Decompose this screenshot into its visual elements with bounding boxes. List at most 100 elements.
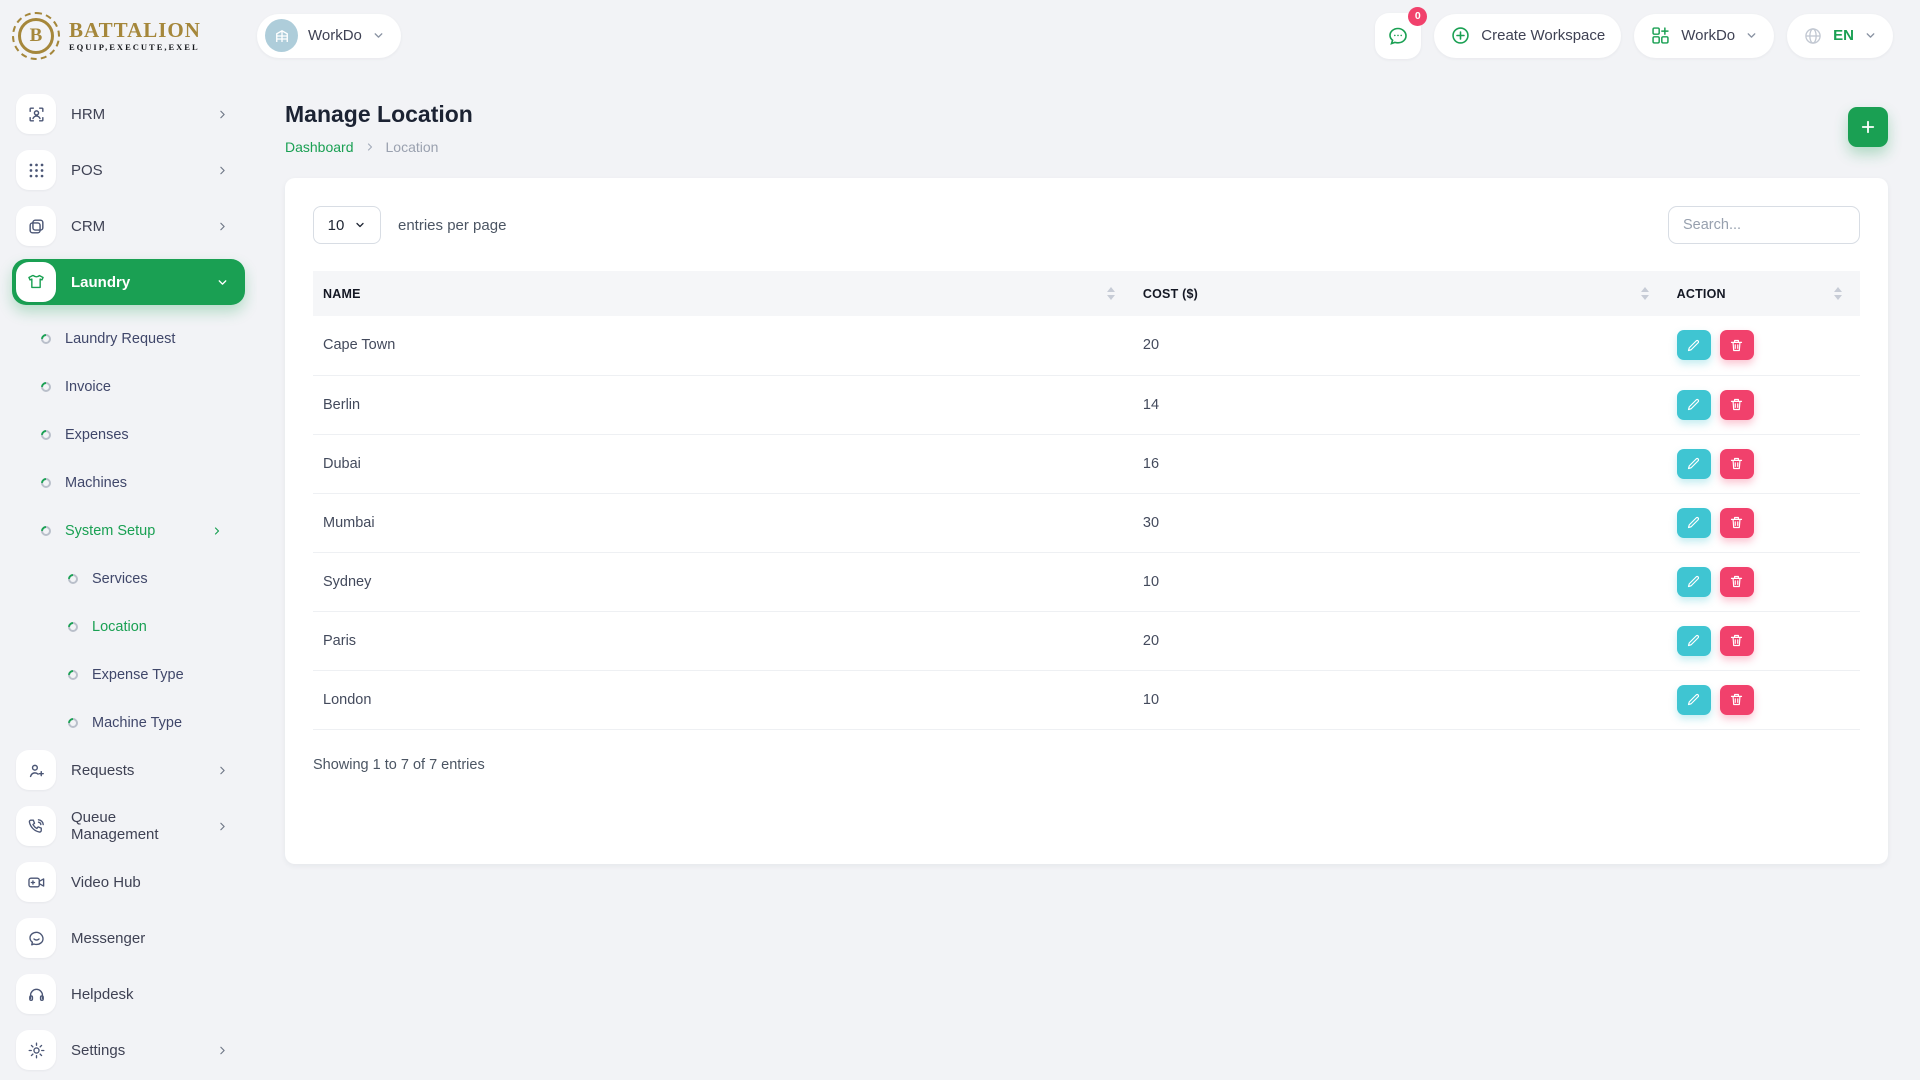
- sidebar-item-laundry-request[interactable]: Laundry Request: [12, 315, 245, 363]
- breadcrumb-dashboard-link[interactable]: Dashboard: [285, 139, 354, 155]
- laundry-shirt-icon: [16, 262, 56, 302]
- delete-button[interactable]: [1719, 507, 1754, 538]
- messages-button[interactable]: 0: [1375, 6, 1428, 59]
- crm-icon: [16, 206, 56, 246]
- table-row: Sydney 10: [313, 552, 1860, 612]
- bullet-icon: [38, 523, 54, 539]
- sidebar-item-system-setup[interactable]: System Setup: [12, 507, 245, 555]
- cell-cost: 20: [1132, 611, 1667, 671]
- edit-button[interactable]: [1676, 448, 1711, 479]
- table-row: London 10: [313, 670, 1860, 730]
- globe-icon: [1805, 27, 1821, 44]
- cell-cost: 10: [1132, 670, 1667, 730]
- cell-cost: 16: [1132, 434, 1667, 494]
- chevron-right-icon: [211, 525, 223, 537]
- delete-button[interactable]: [1719, 625, 1754, 656]
- brand-emblem-icon: B: [12, 11, 60, 60]
- cell-cost: 14: [1132, 375, 1667, 435]
- sidebar-item-expenses[interactable]: Expenses: [12, 411, 245, 459]
- plus-icon: [1861, 120, 1875, 134]
- edit-button[interactable]: [1676, 684, 1711, 715]
- apps-menu-label: WorkDo: [1681, 27, 1736, 44]
- sidebar-item-machine-type[interactable]: Machine Type: [12, 699, 245, 747]
- create-workspace-label: Create Workspace: [1481, 27, 1606, 44]
- page-size-select[interactable]: 10: [313, 206, 381, 244]
- chevron-down-icon: [356, 222, 364, 228]
- user-plus-icon: [16, 750, 56, 790]
- delete-button[interactable]: [1719, 330, 1754, 361]
- edit-button[interactable]: [1676, 389, 1711, 420]
- cell-name: Dubai: [313, 434, 1133, 494]
- sidebar-item-machines[interactable]: Machines: [12, 459, 245, 507]
- trash-icon: [1731, 398, 1743, 411]
- cell-name: Cape Town: [313, 316, 1133, 376]
- cell-name: London: [313, 670, 1133, 730]
- column-header-cost[interactable]: COST ($): [1132, 271, 1667, 316]
- edit-button[interactable]: [1676, 566, 1711, 597]
- topbar: B BATTALION EQUIP,EXECUTE,EXEL WorkDo 0: [0, 0, 1920, 71]
- sidebar-item-queue-management[interactable]: Queue Management: [12, 803, 245, 849]
- bullet-icon: [65, 715, 81, 731]
- chevron-right-icon: [216, 164, 229, 177]
- sidebar-item-expense-type[interactable]: Expense Type: [12, 651, 245, 699]
- chevron-right-icon: [364, 141, 376, 153]
- sidebar-item-helpdesk[interactable]: Helpdesk: [12, 971, 245, 1017]
- pencil-icon: [1688, 457, 1700, 470]
- chevron-down-icon: [372, 29, 385, 42]
- sort-icon: [1106, 287, 1123, 300]
- pencil-icon: [1688, 693, 1700, 706]
- bullet-icon: [38, 475, 54, 491]
- create-workspace-button[interactable]: Create Workspace: [1434, 13, 1622, 58]
- workspace-label: WorkDo: [308, 27, 362, 44]
- sidebar-item-messenger[interactable]: Messenger: [12, 915, 245, 961]
- sidebar-item-video-hub[interactable]: Video Hub: [12, 859, 245, 905]
- edit-button[interactable]: [1676, 330, 1711, 361]
- delete-button[interactable]: [1719, 566, 1754, 597]
- breadcrumb: Dashboard Location: [285, 139, 473, 155]
- column-header-action[interactable]: ACTION: [1666, 271, 1860, 316]
- chevron-down-icon: [1745, 29, 1758, 42]
- sidebar-item-services[interactable]: Services: [12, 555, 245, 603]
- column-header-name[interactable]: NAME: [313, 271, 1133, 316]
- table-row: Cape Town 20: [313, 316, 1860, 376]
- apps-menu[interactable]: WorkDo: [1634, 13, 1775, 58]
- cell-cost: 20: [1132, 316, 1667, 376]
- chevron-down-icon: [1864, 29, 1877, 42]
- bullet-icon: [38, 331, 54, 347]
- language-selector[interactable]: EN: [1787, 13, 1893, 58]
- headphones-icon: [16, 974, 56, 1014]
- edit-button[interactable]: [1676, 507, 1711, 538]
- gear-icon: [16, 1030, 56, 1070]
- sidebar-item-crm[interactable]: CRM: [12, 203, 245, 249]
- locations-table: NAME COST ($) ACTION: [313, 271, 1860, 730]
- brand-logo: B BATTALION EQUIP,EXECUTE,EXEL: [12, 11, 257, 60]
- video-camera-icon: [16, 862, 56, 902]
- sidebar-item-settings[interactable]: Settings: [12, 1027, 245, 1073]
- add-location-button[interactable]: [1848, 107, 1888, 147]
- search-input[interactable]: [1668, 206, 1860, 244]
- sidebar-item-invoice[interactable]: Invoice: [12, 363, 245, 411]
- location-table-card: 10 entries per page NAME: [285, 178, 1888, 864]
- cell-cost: 30: [1132, 493, 1667, 553]
- bullet-icon: [65, 619, 81, 635]
- chevron-right-icon: [216, 220, 229, 233]
- delete-button[interactable]: [1719, 448, 1754, 479]
- chevron-right-icon: [216, 108, 229, 121]
- main-content: Manage Location Dashboard Location 10 en…: [257, 71, 1920, 1080]
- edit-button[interactable]: [1676, 625, 1711, 656]
- workspace-switcher[interactable]: WorkDo: [257, 13, 401, 58]
- trash-icon: [1731, 575, 1743, 588]
- entries-per-page-label: entries per page: [398, 216, 507, 234]
- delete-button[interactable]: [1719, 389, 1754, 420]
- brand-name: BATTALION: [69, 18, 201, 43]
- sidebar-item-laundry[interactable]: Laundry: [12, 259, 245, 305]
- messages-badge: 0: [1408, 6, 1428, 26]
- delete-button[interactable]: [1719, 684, 1754, 715]
- chevron-right-icon: [216, 820, 229, 833]
- sidebar-item-requests[interactable]: Requests: [12, 747, 245, 793]
- entries-summary: Showing 1 to 7 of 7 entries: [313, 756, 485, 773]
- sidebar-item-pos[interactable]: POS: [12, 147, 245, 193]
- sidebar-item-hrm[interactable]: HRM: [12, 91, 245, 137]
- sidebar-item-location[interactable]: Location: [12, 603, 245, 651]
- brand-tagline: EQUIP,EXECUTE,EXEL: [69, 42, 200, 53]
